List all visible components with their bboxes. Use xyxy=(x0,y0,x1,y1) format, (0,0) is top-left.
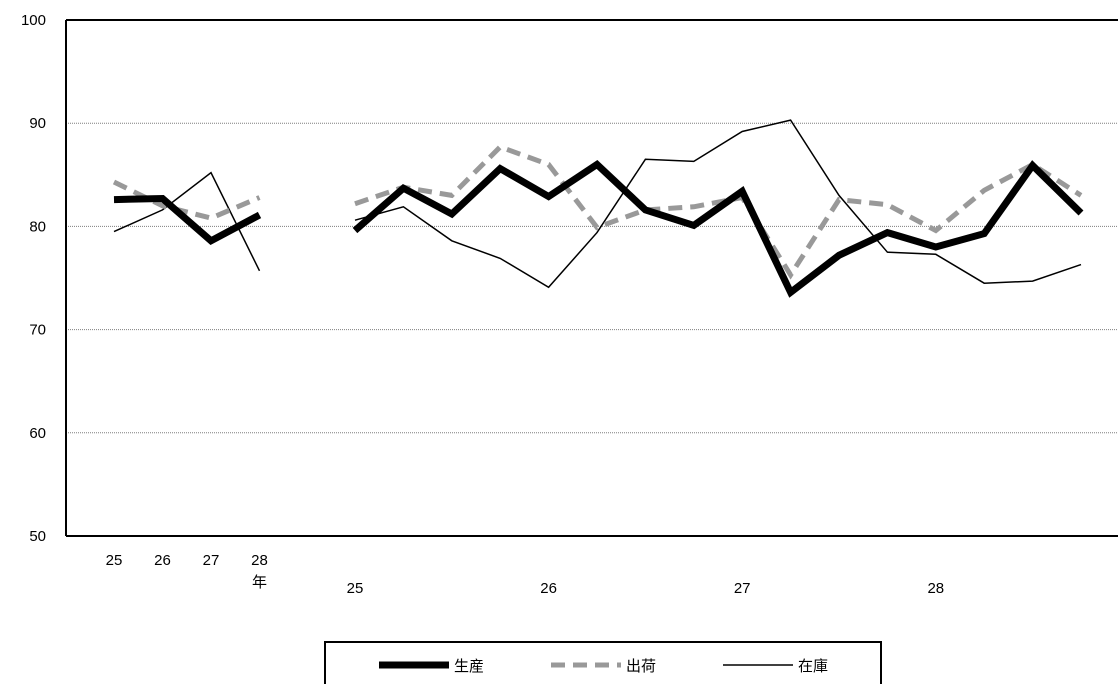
legend-label-production: 生産 xyxy=(454,657,484,675)
x-tick-label-annual-28: 28 xyxy=(251,552,268,569)
y-tick-label-50: 50 xyxy=(29,528,46,545)
annual-line-inventory xyxy=(113,171,261,272)
y-tick-label-90: 90 xyxy=(29,115,46,132)
x-tick-label-annual-27: 27 xyxy=(203,552,220,569)
y-axis-labels: 50 60 70 80 90 100 xyxy=(21,12,46,545)
y-tick-label-80: 80 xyxy=(29,218,46,235)
legend-label-inventory: 在庫 xyxy=(798,657,828,675)
series-lines xyxy=(112,119,1084,298)
x-tick-label-quarterly-26: 26 xyxy=(540,580,557,597)
gridlines xyxy=(66,122,1118,434)
quarterly-line-production xyxy=(352,160,1084,298)
y-tick-label-60: 60 xyxy=(29,425,46,442)
x-unit-label-year: 年 xyxy=(252,574,267,591)
y-tick-label-100: 100 xyxy=(21,12,46,29)
legend-label-shipments: 出荷 xyxy=(626,657,656,675)
quarterly-line-shipments xyxy=(354,144,1083,280)
axes xyxy=(65,19,1118,537)
x-axis-labels: 25 26 27 28 年 25 26 27 28 xyxy=(106,552,944,597)
x-tick-label-annual-26: 26 xyxy=(154,552,171,569)
x-tick-label-annual-25: 25 xyxy=(106,552,123,569)
legend: 生産 出荷 在庫 xyxy=(324,641,882,684)
quarterly-line-inventory xyxy=(354,119,1082,289)
annual-line-production xyxy=(113,194,262,246)
x-tick-label-quarterly-27: 27 xyxy=(734,580,751,597)
x-tick-label-quarterly-25: 25 xyxy=(347,580,364,597)
annual-line-shipments xyxy=(112,179,261,221)
y-tick-label-70: 70 xyxy=(29,322,46,339)
x-tick-label-quarterly-28: 28 xyxy=(927,580,944,597)
